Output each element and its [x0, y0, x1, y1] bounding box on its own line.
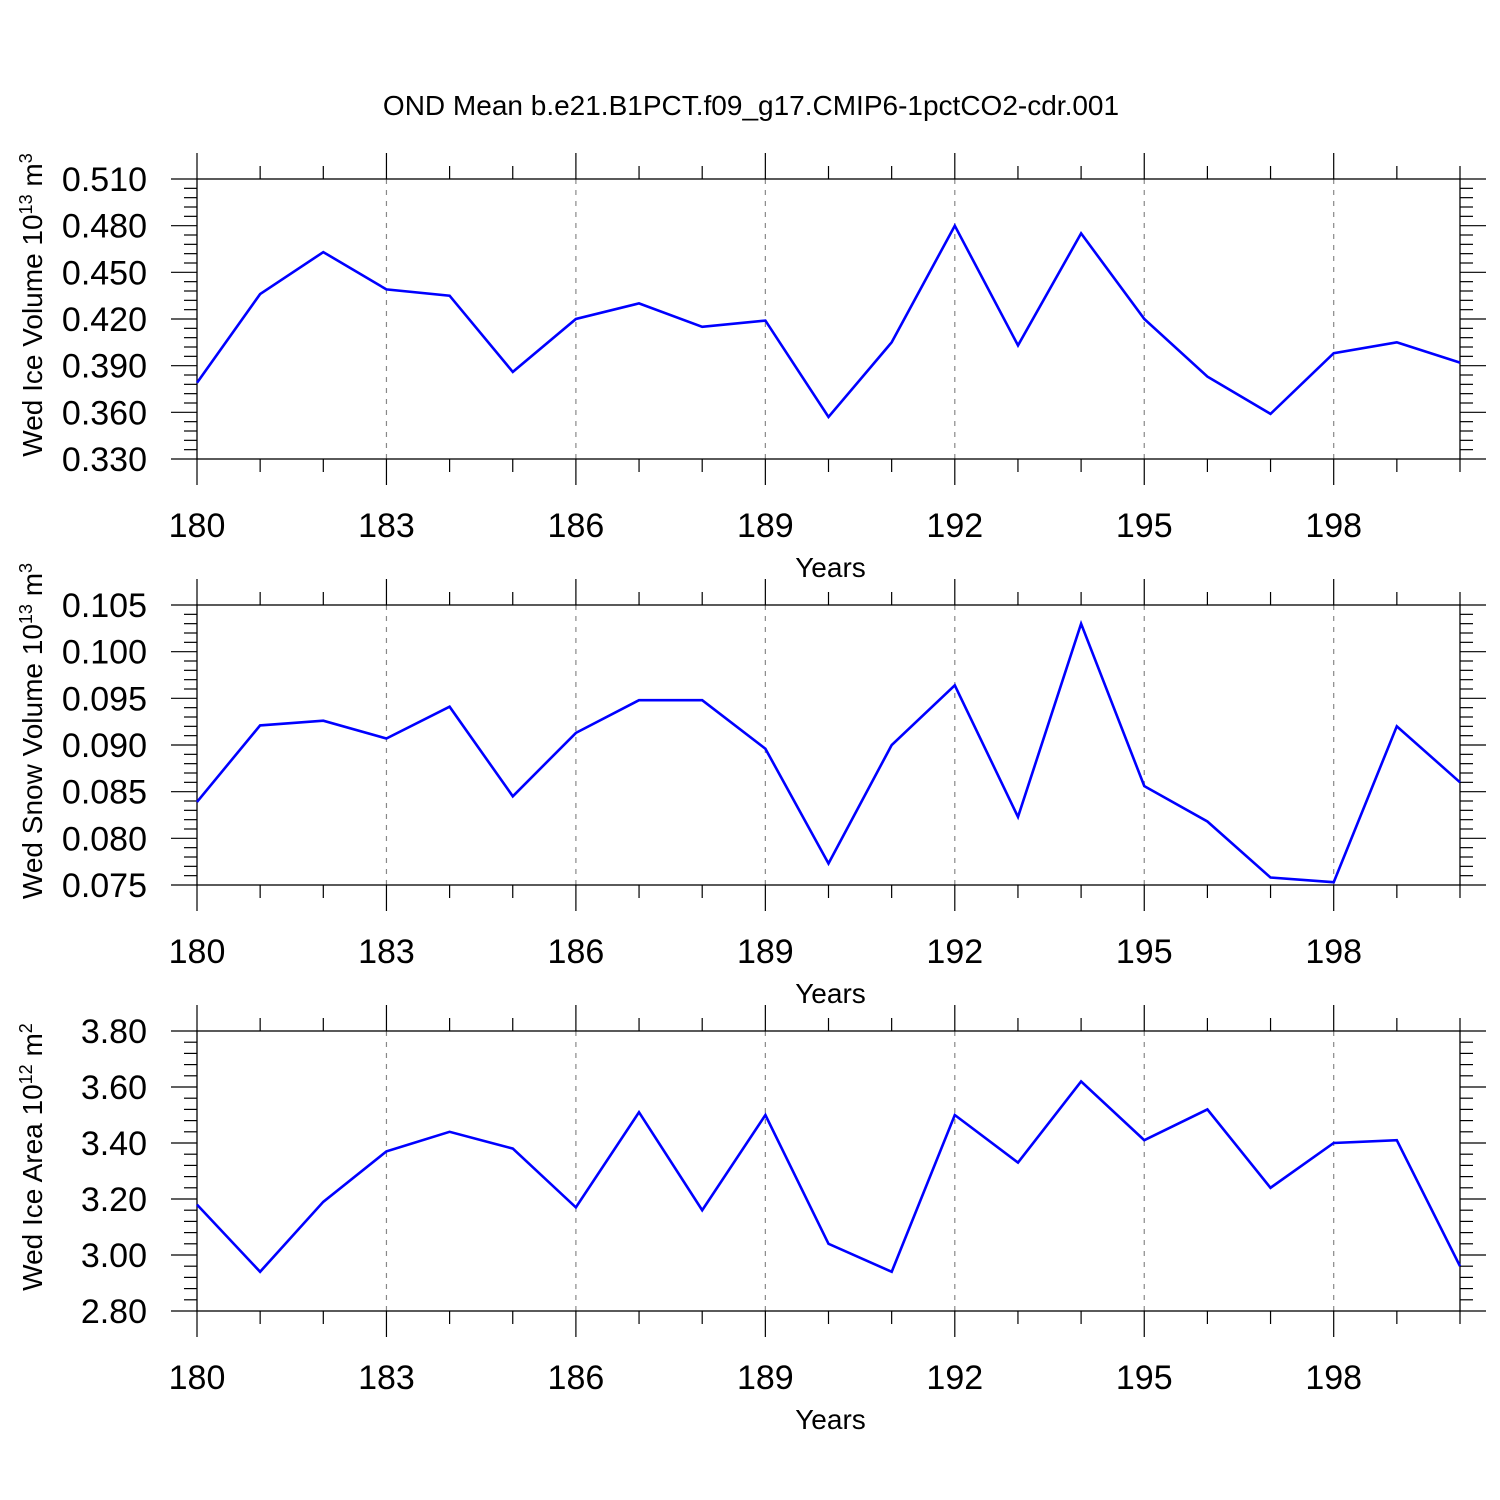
y-tick-label: 3.60: [81, 1069, 147, 1107]
x-tick-label: 189: [737, 507, 794, 545]
x-tick-label: 195: [1116, 933, 1173, 971]
y-axis-label: Wed Ice Volume 1013 m3: [16, 153, 48, 456]
plot-frame: [196, 604, 1461, 886]
x-tick-label: 186: [548, 933, 605, 971]
y-tick-label: 0.085: [62, 774, 147, 812]
x-tick-label: 180: [169, 507, 226, 545]
y-tick-label: 0.390: [62, 348, 147, 386]
x-tick-label: 189: [737, 933, 794, 971]
x-tick-label: 183: [358, 933, 415, 971]
series-line: [195, 619, 1461, 884]
y-tick-label: 3.40: [81, 1125, 147, 1163]
y-tick-label: 0.420: [62, 301, 147, 339]
x-tick-label: 195: [1116, 1359, 1173, 1397]
y-tick-label: 3.00: [81, 1237, 147, 1275]
y-tick-label: 3.80: [81, 1013, 147, 1051]
y-axis-label: Wed Snow Volume 1013 m3: [16, 563, 48, 899]
x-tick-label: 180: [169, 1359, 226, 1397]
y-axis-label-text: Wed Snow Volume 10: [17, 624, 48, 899]
y-tick-label: 3.20: [81, 1181, 147, 1219]
chart-panel-2: 180 183 186 189 192 195 198 0.075 0.080 0.085 0.09…: [16, 563, 1486, 1009]
y-axis-label-superscript: 2: [16, 1023, 36, 1033]
y-axis-label-superscript: 3: [16, 563, 36, 573]
x-tick-label: 183: [358, 1359, 415, 1397]
x-axis-label: Years: [795, 552, 866, 583]
x-tick-label: 198: [1305, 1359, 1362, 1397]
x-tick-label: 186: [548, 1359, 605, 1397]
y-tick-label: 0.105: [62, 587, 147, 625]
x-tick-label: 198: [1305, 933, 1362, 971]
y-axis-label-text: Wed Ice Volume 10: [17, 214, 48, 456]
y-tick-label: 2.80: [81, 1293, 147, 1331]
figure-title: OND Mean b.e21.B1PCT.f09_g17.CMIP6-1pctC…: [383, 90, 1119, 121]
y-tick-label: 0.510: [62, 161, 147, 199]
y-axis-label-text: Wed Ice Area 10: [17, 1084, 48, 1291]
y-axis-label-text: m: [17, 1033, 48, 1064]
y-tick-label: 0.100: [62, 634, 147, 672]
plot-frame: [196, 1030, 1461, 1312]
x-tick-label: 195: [1116, 507, 1173, 545]
x-tick-label: 192: [926, 933, 983, 971]
x-tick-label: 180: [169, 933, 226, 971]
y-axis-label-superscript: 3: [16, 153, 36, 163]
y-tick-label: 0.075: [62, 867, 147, 905]
x-tick-label: 198: [1305, 507, 1362, 545]
y-axis-label-superscript: 13: [16, 604, 36, 624]
series-line: [196, 1079, 1462, 1274]
x-tick-label: 183: [358, 507, 415, 545]
series-line: [195, 222, 1461, 420]
chart-panel-1: 180 183 186 189 192 195 198 0.330 0.360 0.390 0.42…: [16, 153, 1486, 583]
y-tick-label: 0.360: [62, 394, 147, 432]
y-axis-label-superscript: 13: [16, 194, 36, 214]
y-tick-label: 0.090: [62, 727, 147, 765]
x-tick-label: 192: [926, 1359, 983, 1397]
x-axis-label: Years: [795, 978, 866, 1009]
x-tick-label: 192: [926, 507, 983, 545]
y-tick-label: 0.095: [62, 680, 147, 718]
chart-panel-3: 180 183 186 189 192 195 198 2.80 3.00 3.20 3.40 3.6…: [16, 1005, 1486, 1435]
y-tick-label: 0.330: [62, 441, 147, 479]
y-tick-label: 0.450: [62, 254, 147, 292]
y-tick-label: 0.480: [62, 208, 147, 246]
y-axis-label-superscript: 12: [16, 1064, 36, 1084]
y-axis-label-text: m: [17, 163, 48, 194]
y-axis-label-text: m: [17, 573, 48, 604]
x-axis-label: Years: [795, 1404, 866, 1435]
panels: 180 183 186 189 192 195 198 0.330 0.360 0.390 0.42…: [16, 153, 1486, 1435]
x-tick-label: 186: [548, 507, 605, 545]
y-tick-label: 0.080: [62, 820, 147, 858]
x-tick-label: 189: [737, 1359, 794, 1397]
y-axis-label: Wed Ice Area 1012 m2: [16, 1023, 48, 1291]
